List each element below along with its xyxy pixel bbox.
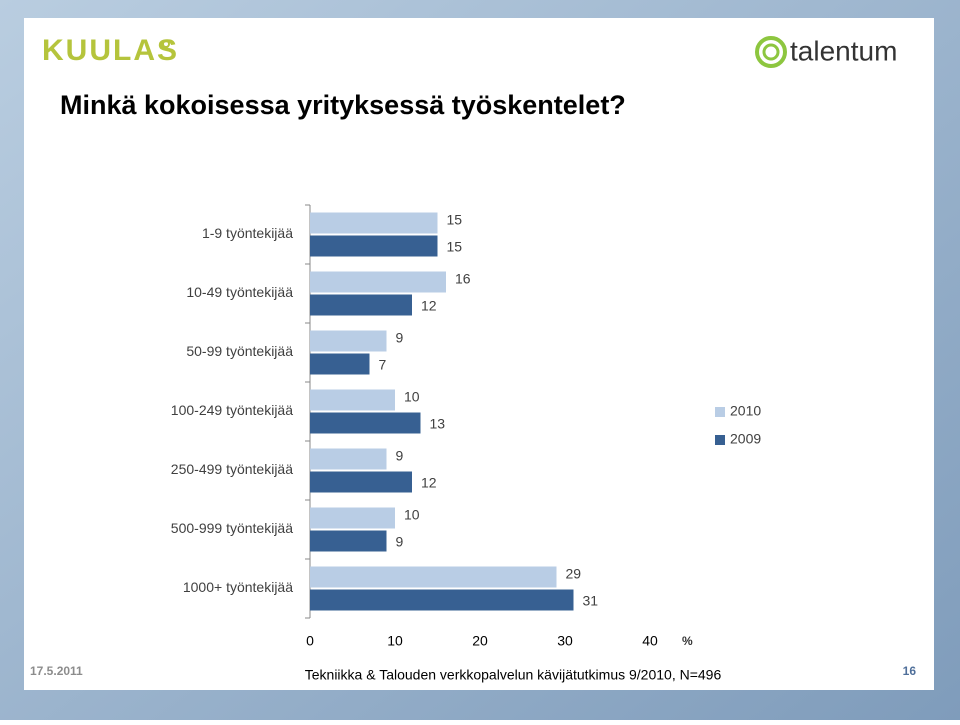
legend-label: 2010: [730, 403, 761, 419]
bar: [310, 235, 438, 257]
footer-source: Tekniikka & Talouden verkkopalvelun kävi…: [305, 667, 722, 683]
x-tick-label: 10: [387, 633, 403, 649]
bar: [310, 212, 438, 234]
bar: [310, 412, 421, 434]
bar: [310, 353, 370, 375]
value-label: 16: [455, 271, 471, 287]
legend-swatch: [715, 407, 725, 417]
value-label: 15: [447, 212, 463, 228]
value-label: 9: [396, 534, 404, 550]
x-tick-label: 20: [472, 633, 488, 649]
value-label: 7: [379, 357, 387, 373]
brand-right: talentum: [790, 35, 897, 66]
x-tick-label: 30: [557, 633, 573, 649]
value-label: 31: [583, 593, 599, 609]
value-label: 15: [447, 239, 463, 255]
value-label: 13: [430, 416, 446, 432]
bar: [310, 271, 446, 293]
bar: [310, 530, 387, 552]
brand-left: KUULAS: [42, 34, 179, 67]
chart-title: Minkä kokoisessa yrityksessä työskentele…: [60, 90, 626, 120]
bar: [310, 294, 412, 316]
bar: [310, 389, 395, 411]
value-label: 9: [396, 330, 404, 346]
value-label: 10: [404, 389, 420, 405]
talentum-logo: [755, 36, 787, 68]
y-tick-label: 10-49 työntekijää: [186, 284, 293, 300]
y-tick-label: 1-9 työntekijää: [202, 225, 293, 241]
x-tick-label: 40: [642, 633, 658, 649]
footer-date: 17.5.2011: [30, 664, 83, 678]
value-label: 12: [421, 298, 437, 314]
brand-mark: [162, 40, 170, 48]
bar: [310, 566, 557, 588]
bar: [310, 448, 387, 470]
legend-label: 2009: [730, 431, 761, 447]
page-number: 16: [903, 664, 917, 678]
value-label: 9: [396, 448, 404, 464]
value-label: 12: [421, 475, 437, 491]
bar: [310, 471, 412, 493]
y-tick-label: 50-99 työntekijää: [186, 343, 293, 359]
value-label: 29: [566, 566, 582, 582]
value-label: 10: [404, 507, 420, 523]
y-tick-label: 1000+ työntekijää: [183, 579, 293, 595]
bar: [310, 507, 395, 529]
legend-swatch: [715, 435, 725, 445]
bar: [310, 589, 574, 611]
x-tick-label: 0: [306, 633, 314, 649]
y-tick-label: 250-499 työntekijää: [171, 461, 293, 477]
x-axis-label: %: [682, 634, 693, 648]
bar: [310, 330, 387, 352]
y-tick-label: 100-249 työntekijää: [171, 402, 293, 418]
y-tick-label: 500-999 työntekijää: [171, 520, 293, 536]
